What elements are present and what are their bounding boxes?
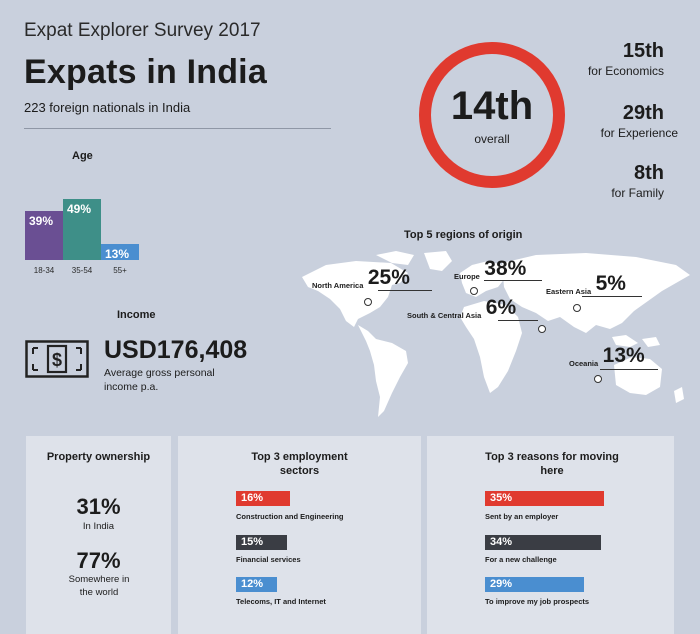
- property-world-label: Somewhere in the world: [68, 574, 130, 598]
- region-pct: 5%: [595, 272, 626, 295]
- svg-text:$: $: [52, 350, 62, 370]
- divider: [24, 128, 331, 129]
- region-marker: [470, 287, 478, 295]
- experience-rank: 29th for Experience: [601, 102, 678, 140]
- age-bar-18-34: 39%: [25, 211, 63, 260]
- region-pct: 38%: [484, 257, 527, 280]
- regions-title: Top 5 regions of origin: [404, 229, 523, 241]
- property-world-value: 77%: [76, 548, 121, 573]
- economics-rank: 15th for Economics: [588, 40, 664, 78]
- rank-label: for Experience: [600, 126, 678, 140]
- leader-line: [600, 369, 658, 370]
- leader-line: [484, 280, 542, 281]
- income-value: USD176,408: [104, 336, 248, 364]
- reason-label: For a new challenge: [485, 555, 557, 564]
- age-title: Age: [72, 150, 93, 162]
- region-name: Europe: [454, 272, 480, 281]
- leader-line: [582, 296, 642, 297]
- region-pct: 25%: [367, 266, 410, 289]
- rank-value: 15th: [622, 40, 664, 62]
- region-europe: Europe 38%: [454, 257, 526, 281]
- region-north-america: North America 25%: [312, 266, 410, 290]
- sector-bar: 15%: [236, 535, 287, 550]
- panel-title: Top 3 reasons for moving here: [485, 451, 619, 477]
- world-map: [302, 251, 690, 417]
- money-icon: $: [25, 340, 89, 378]
- sector-pct: 12%: [241, 578, 264, 590]
- rank-value: 8th: [634, 162, 664, 184]
- reason-label: To improve my job prospects: [485, 597, 590, 606]
- region-marker: [594, 375, 602, 383]
- reason-bar: 29%: [485, 577, 584, 592]
- region-pct: 13%: [602, 344, 645, 367]
- region-pct: 6%: [485, 296, 517, 319]
- survey-title: Expat Explorer Survey 2017: [24, 20, 261, 41]
- income-description: Average gross personal income p.a.: [104, 367, 215, 393]
- age-bar-label: 18-34: [33, 266, 55, 275]
- property-india-value: 31%: [76, 494, 121, 519]
- sector-pct: 16%: [241, 492, 264, 504]
- age-bar-label: 55+: [113, 266, 127, 275]
- sectors-panel: Top 3 employment sectors 16% Constructio…: [178, 436, 421, 634]
- property-india-label: In India: [82, 521, 115, 532]
- region-marker: [538, 325, 546, 333]
- region-oceania: Oceania 13%: [569, 344, 645, 368]
- family-rank: 8th for Family: [611, 162, 664, 200]
- age-bar-55-plus: 13%: [101, 243, 139, 261]
- age-bar-value: 49%: [67, 201, 92, 216]
- income-title: Income: [117, 309, 156, 321]
- sector-label: Construction and Engineering: [236, 512, 344, 521]
- region-name: North America: [312, 281, 364, 290]
- sector-label: Financial services: [236, 555, 301, 564]
- sector-bar: 16%: [236, 491, 290, 506]
- sector-pct: 15%: [241, 536, 264, 548]
- age-bar-35-54: 49%: [63, 198, 101, 260]
- leader-line: [498, 320, 538, 321]
- age-bar-value: 39%: [29, 214, 54, 229]
- rank-label: for Economics: [587, 64, 664, 78]
- sector-label: Telecoms, IT and Internet: [236, 597, 326, 606]
- age-bar-label: 35-54: [71, 266, 93, 275]
- leader-line: [378, 290, 432, 291]
- reason-pct: 29%: [490, 578, 513, 590]
- reason-bar: 35%: [485, 491, 604, 506]
- property-panel: Property ownership 31% In India 77% Some…: [26, 436, 171, 634]
- region-marker: [364, 298, 372, 306]
- page-title: Expats in India: [24, 53, 267, 91]
- sector-bar: 12%: [236, 577, 277, 592]
- region-name: Eastern Asia: [546, 287, 592, 296]
- region-name: South & Central Asia: [407, 311, 482, 320]
- page-subtitle: 223 foreign nationals in India: [24, 100, 191, 115]
- reason-pct: 34%: [490, 536, 513, 548]
- age-bar-value: 13%: [105, 246, 130, 261]
- region-south-central-asia: South & Central Asia 6%: [407, 296, 516, 320]
- overall-rank-label: overall: [474, 132, 510, 146]
- age-chart: 39% 49% 13% 18-34 35-54 55+: [25, 170, 150, 280]
- rank-label: for Family: [611, 186, 664, 200]
- region-name: Oceania: [569, 359, 599, 368]
- rank-value: 29th: [622, 102, 664, 124]
- panel-title: Property ownership: [46, 451, 151, 463]
- overall-rank-value: 14th: [450, 84, 534, 128]
- reason-label: Sent by an employer: [485, 512, 559, 521]
- panel-title: Top 3 employment sectors: [251, 451, 348, 477]
- region-marker: [573, 304, 581, 312]
- reason-pct: 35%: [490, 492, 513, 504]
- reason-bar: 34%: [485, 535, 601, 550]
- region-eastern-asia: Eastern Asia 5%: [546, 272, 626, 296]
- reasons-panel: Top 3 reasons for moving here 35% Sent b…: [427, 436, 674, 634]
